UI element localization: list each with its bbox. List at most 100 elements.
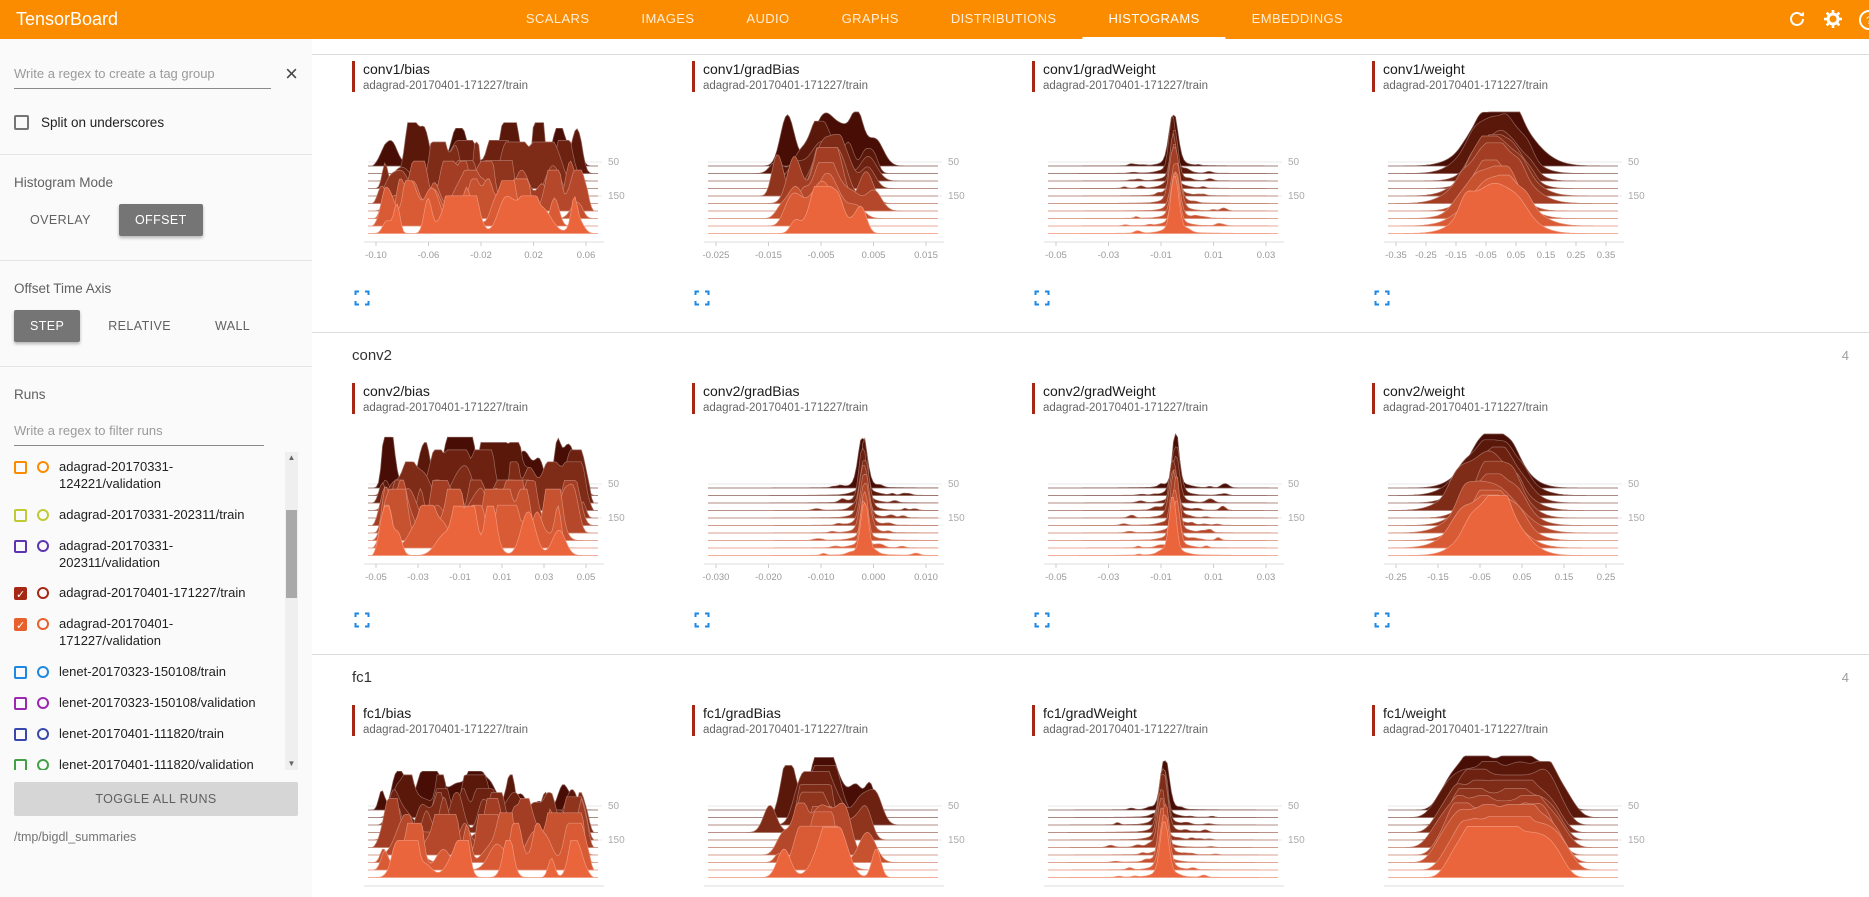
svg-text:0.05: 0.05 xyxy=(577,572,596,583)
run-checkbox[interactable] xyxy=(14,758,27,770)
offset-time-axis-section: Offset Time Axis STEP RELATIVE WALL xyxy=(0,261,312,367)
card-header: fc1/weight adagrad-20170401-171227/train xyxy=(1372,705,1712,736)
run-item[interactable]: lenet-20170401-111820/train xyxy=(14,719,278,750)
tab-graphs[interactable]: GRAPHS xyxy=(841,11,899,26)
svg-text:0.02: 0.02 xyxy=(524,250,543,261)
svg-text:-0.05: -0.05 xyxy=(1045,572,1067,583)
svg-text:0.03: 0.03 xyxy=(535,572,554,583)
run-label: lenet-20170401-111820/validation xyxy=(59,756,254,770)
svg-text:50: 50 xyxy=(608,157,620,168)
axis-wall-button[interactable]: WALL xyxy=(199,310,266,342)
card-header: conv1/bias adagrad-20170401-171227/train xyxy=(352,61,692,92)
run-checkbox[interactable]: ✓ xyxy=(14,618,27,633)
card-title: fc1/weight xyxy=(1383,705,1447,721)
svg-text:0.35: 0.35 xyxy=(1597,250,1616,261)
top-bar: TensorBoard SCALARS IMAGES AUDIO GRAPHS DIST… xyxy=(0,0,1869,39)
card-title: fc1/gradBias xyxy=(703,705,781,721)
axis-relative-button[interactable]: RELATIVE xyxy=(92,310,187,342)
group-header-fc1[interactable]: fc1 4 xyxy=(312,655,1869,699)
tab-audio[interactable]: AUDIO xyxy=(746,11,790,26)
run-item[interactable]: ✓ adagrad-20170401-171227/train xyxy=(14,578,278,609)
histogram-mode-options: OVERLAY OFFSET xyxy=(14,204,298,236)
scrollbar-thumb[interactable] xyxy=(286,510,297,598)
scroll-down-icon[interactable]: ▼ xyxy=(287,759,296,768)
tab-scalars[interactable]: SCALARS xyxy=(525,11,590,26)
tab-histograms[interactable]: HISTOGRAMS xyxy=(1082,0,1226,39)
expand-icon[interactable] xyxy=(694,612,710,628)
run-checkbox[interactable]: ✓ xyxy=(14,587,27,602)
run-checkbox[interactable] xyxy=(14,727,27,741)
toggle-all-runs-button[interactable]: TOGGLE ALL RUNS xyxy=(14,782,298,816)
card-title: conv1/bias xyxy=(363,61,430,77)
card-header: fc1/bias adagrad-20170401-171227/train xyxy=(352,705,692,736)
refresh-icon[interactable] xyxy=(1787,9,1809,31)
histogram-chart: 50 150 xyxy=(1372,750,1712,897)
clear-filter-icon[interactable]: × xyxy=(285,61,298,86)
svg-text:150: 150 xyxy=(948,513,965,524)
run-item[interactable]: ✓ adagrad-20170401-171227/validation xyxy=(14,609,278,657)
svg-text:0.25: 0.25 xyxy=(1597,572,1616,583)
expand-icon[interactable] xyxy=(1374,290,1390,306)
run-checkbox[interactable] xyxy=(14,539,27,553)
run-color-circle xyxy=(37,758,49,770)
expand-icon[interactable] xyxy=(694,290,710,306)
svg-text:0.03: 0.03 xyxy=(1257,250,1276,261)
svg-text:0.05: 0.05 xyxy=(1513,572,1532,583)
group-count: 4 xyxy=(1841,347,1849,363)
svg-text:-0.05: -0.05 xyxy=(1475,250,1497,261)
mode-offset-button[interactable]: OFFSET xyxy=(118,204,203,236)
svg-text:0.03: 0.03 xyxy=(1257,572,1276,583)
tab-embeddings[interactable]: EMBEDDINGS xyxy=(1251,11,1344,26)
svg-text:-0.02: -0.02 xyxy=(470,250,492,261)
tab-images[interactable]: IMAGES xyxy=(641,11,695,26)
app-title: TensorBoard xyxy=(16,9,119,29)
expand-icon[interactable] xyxy=(1374,612,1390,628)
run-item[interactable]: lenet-20170323-150108/validation xyxy=(14,688,278,719)
split-underscores-row[interactable]: Split on underscores xyxy=(14,115,298,130)
group-header-conv2[interactable]: conv2 4 xyxy=(312,333,1869,377)
svg-text:0.01: 0.01 xyxy=(1204,250,1223,261)
run-item[interactable]: lenet-20170323-150108/train xyxy=(14,657,278,688)
scroll-up-icon[interactable]: ▲ xyxy=(287,453,296,462)
svg-text:-0.01: -0.01 xyxy=(449,572,471,583)
run-checkbox[interactable] xyxy=(14,666,27,680)
card-title: conv1/gradWeight xyxy=(1043,61,1156,77)
main-groups: conv1/bias adagrad-20170401-171227/train 5… xyxy=(312,54,1869,897)
help-icon[interactable]: ? xyxy=(1858,9,1869,31)
nav-tabs: SCALARS IMAGES AUDIO GRAPHS DISTRIBUTIONS HIS… xyxy=(500,0,1369,39)
run-color-circle xyxy=(37,727,49,740)
expand-icon[interactable] xyxy=(1034,290,1050,306)
expand-icon[interactable] xyxy=(1034,612,1050,628)
run-item[interactable]: adagrad-20170331-202311/train xyxy=(14,500,278,531)
mode-overlay-button[interactable]: OVERLAY xyxy=(14,204,107,236)
expand-icon[interactable] xyxy=(354,290,370,306)
svg-text:50: 50 xyxy=(1628,801,1640,812)
run-item[interactable]: lenet-20170401-111820/validation xyxy=(14,750,278,770)
run-label: lenet-20170323-150108/train xyxy=(59,664,226,680)
card-title: conv2/gradBias xyxy=(703,383,800,399)
histogram-chart: 50 150 -0.35 -0.25 -0.15 -0.05 0.05 0.15 0.25 0.3… xyxy=(1372,106,1712,282)
run-checkbox[interactable] xyxy=(14,697,27,711)
runs-scrollbar[interactable]: ▲ ▼ xyxy=(285,452,298,770)
svg-text:0.15: 0.15 xyxy=(1537,250,1556,261)
svg-text:150: 150 xyxy=(1288,513,1305,524)
run-label: adagrad-20170401-171227/train xyxy=(59,585,246,601)
run-color-circle xyxy=(37,587,49,600)
axis-step-button[interactable]: STEP xyxy=(14,310,81,342)
tag-regex-input[interactable] xyxy=(14,59,272,89)
svg-text:-0.05: -0.05 xyxy=(1045,250,1067,261)
expand-icon[interactable] xyxy=(354,612,370,628)
run-checkbox[interactable] xyxy=(14,508,27,522)
split-underscores-checkbox[interactable] xyxy=(14,115,29,130)
settings-gear-icon[interactable] xyxy=(1823,9,1845,31)
run-item[interactable]: adagrad-20170331-202311/validation xyxy=(14,531,278,579)
tab-distributions[interactable]: DISTRIBUTIONS xyxy=(950,11,1057,26)
svg-text:0.010: 0.010 xyxy=(914,572,938,583)
runs-filter-input[interactable] xyxy=(14,416,264,446)
svg-text:-0.15: -0.15 xyxy=(1427,572,1449,583)
run-checkbox[interactable] xyxy=(14,461,27,474)
run-item[interactable]: adagrad-20170331-124221/validation xyxy=(14,452,278,500)
histogram-card: fc1/weight adagrad-20170401-171227/train 5… xyxy=(1372,705,1712,897)
histogram-chart: 50 150 -0.05 -0.03 -0.01 0.01 0.03 xyxy=(1032,106,1372,282)
histogram-chart: 50 150 -0.25 -0.15 -0.05 0.05 0.15 0.25 xyxy=(1372,428,1712,604)
